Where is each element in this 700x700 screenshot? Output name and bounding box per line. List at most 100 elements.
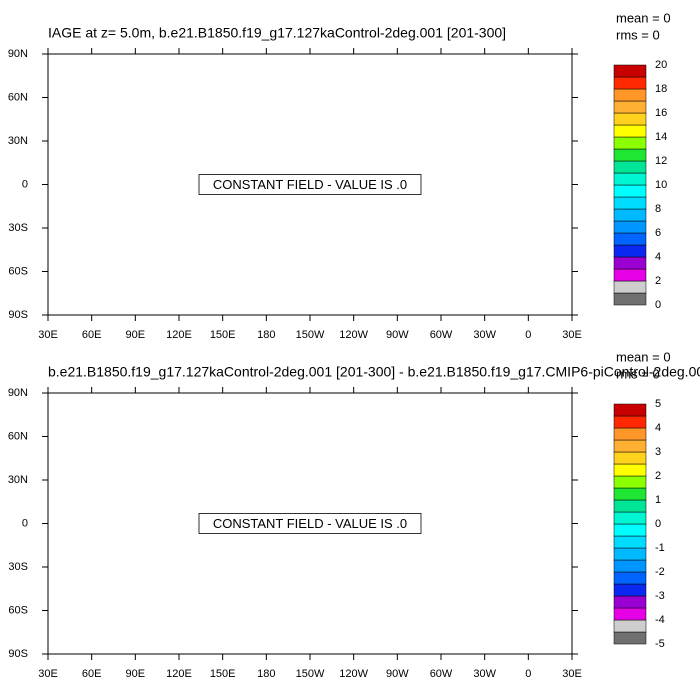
colorbar-label: -4 [655, 614, 665, 626]
colorbar-box [613, 523, 647, 537]
colorbar-label: -1 [655, 542, 665, 554]
x-tick-label: 180 [257, 329, 275, 341]
colorbar-box [613, 148, 647, 162]
x-tick-label: 120W [339, 668, 368, 680]
colorbar-box [613, 100, 647, 114]
x-tick-label: 90W [386, 329, 409, 341]
colorbar-box [613, 559, 647, 573]
colorbar-label: -3 [655, 590, 665, 602]
colorbar-box [613, 547, 647, 561]
x-tick-label: 60E [82, 668, 102, 680]
x-tick-label: 60W [430, 668, 453, 680]
x-tick-label: 30E [38, 668, 58, 680]
colorbar-label: 1 [655, 494, 661, 506]
colorbar-box [613, 268, 647, 282]
x-tick-label: 150W [296, 329, 325, 341]
colorbar-box [613, 64, 647, 78]
colorbar-box [613, 463, 647, 477]
colorbar-label: -2 [655, 566, 665, 578]
x-tick-label: 30W [473, 668, 496, 680]
colorbar-box [613, 280, 647, 294]
y-tick-label: 60N [8, 91, 28, 103]
y-tick-label: 60N [8, 430, 28, 442]
y-tick-label: 60S [8, 604, 28, 616]
x-tick-label: 120E [166, 329, 192, 341]
y-tick-label: 30S [8, 561, 28, 573]
stat-label: mean = 0 [616, 10, 671, 25]
y-tick-label: 30S [8, 222, 28, 234]
colorbar-box [613, 172, 647, 186]
x-tick-label: 90E [126, 668, 146, 680]
colorbar-label: 4 [655, 251, 661, 263]
colorbar-box [613, 244, 647, 258]
colorbar-box [613, 76, 647, 90]
y-tick-label: 90N [8, 48, 28, 60]
colorbar-box [613, 511, 647, 525]
colorbar-label: 18 [655, 83, 667, 95]
colorbar-box [613, 112, 647, 126]
x-tick-label: 180 [257, 668, 275, 680]
colorbar-label: 3 [655, 446, 661, 458]
colorbar-box [613, 571, 647, 585]
y-tick-label: 90S [8, 648, 28, 660]
x-tick-label: 0 [525, 668, 531, 680]
colorbar-box [613, 595, 647, 609]
y-tick-label: 60S [8, 265, 28, 277]
x-tick-label: 30E [38, 329, 58, 341]
colorbar-label: 10 [655, 179, 667, 191]
colorbar-box [613, 160, 647, 174]
message: CONSTANT FIELD - VALUE IS .0 [213, 516, 407, 531]
x-tick-label: 90E [126, 329, 146, 341]
x-tick-label: 150W [296, 668, 325, 680]
x-tick-label: 120W [339, 329, 368, 341]
colorbar-label: 16 [655, 107, 667, 119]
x-tick-label: 120E [166, 668, 192, 680]
colorbar-box [613, 136, 647, 150]
colorbar-box [613, 415, 647, 429]
message-box [198, 513, 422, 534]
colorbar-box [613, 619, 647, 633]
colorbar-label: 12 [655, 155, 667, 167]
colorbar-box [613, 124, 647, 138]
colorbar-box [613, 535, 647, 549]
colorbar-box [613, 499, 647, 513]
colorbar-label: 5 [655, 398, 661, 410]
colorbar-box [613, 196, 647, 210]
colorbar-box [613, 475, 647, 489]
colorbar-label: 0 [655, 299, 661, 311]
message: CONSTANT FIELD - VALUE IS .0 [213, 177, 407, 192]
colorbar-box [613, 487, 647, 501]
y-tick-label: 0 [22, 178, 28, 190]
colorbar-box [613, 403, 647, 417]
colorbar-label: 4 [655, 422, 661, 434]
x-tick-label: 90W [386, 668, 409, 680]
colorbar-box [613, 583, 647, 597]
colorbar-label: 14 [655, 131, 667, 143]
y-tick-label: 90S [8, 309, 28, 321]
plot-title: IAGE at z= 5.0m, b.e21.B1850.f19_g17.127… [48, 25, 506, 41]
colorbar-label: 6 [655, 227, 661, 239]
stat-label: mean = 0 [616, 349, 671, 364]
colorbar-box [613, 184, 647, 198]
y-tick-label: 30N [8, 135, 28, 147]
colorbar-box [613, 631, 647, 645]
x-tick-label: 0 [525, 329, 531, 341]
x-tick-label: 150E [210, 668, 236, 680]
colorbar-box [613, 220, 647, 234]
colorbar-label: 2 [655, 275, 661, 287]
colorbar-label: 2 [655, 470, 661, 482]
colorbar-label: 0 [655, 518, 661, 530]
x-tick-label: 150E [210, 329, 236, 341]
y-tick-label: 90N [8, 387, 28, 399]
y-tick-label: 0 [22, 517, 28, 529]
x-tick-label: 60E [82, 329, 102, 341]
colorbar-label: 20 [655, 59, 667, 71]
plot-title: b.e21.B1850.f19_g17.127kaControl-2deg.00… [48, 364, 700, 380]
y-tick-label: 30N [8, 474, 28, 486]
colorbar-label: -5 [655, 638, 665, 650]
colorbar-box [613, 232, 647, 246]
message-box [198, 174, 422, 195]
colorbar-box [613, 427, 647, 441]
colorbar-box [613, 451, 647, 465]
